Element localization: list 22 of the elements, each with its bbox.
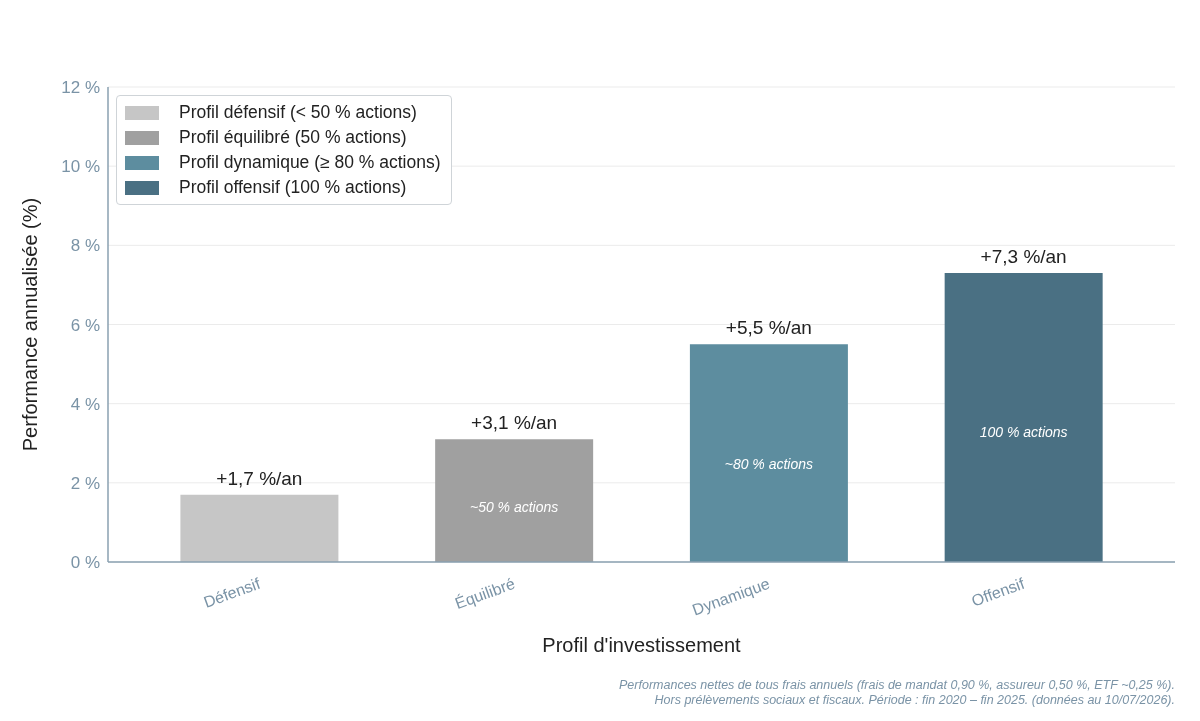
annotation: ~50 % actions <box>469 498 559 515</box>
annotation: ~80 % actions <box>724 456 814 473</box>
legend-label: Profil dynamique (≥ 80 % actions) <box>179 152 441 173</box>
data-label: +5,5 %/an <box>725 317 812 339</box>
text: Performances nettes de tous frais annuels (frais de mandat 0,90 %, assureur 0,50 %, ETF ~0,25 %). <box>619 678 1175 693</box>
y-tick-label: 6 % <box>70 315 100 335</box>
legend-label: Profil équilibré (50 % actions) <box>179 127 407 148</box>
x-axis-title: Profil d'investissement <box>542 634 742 656</box>
y-tick-label: 10 % <box>61 157 100 177</box>
legend-label: Profil offensif (100 % actions) <box>179 177 407 198</box>
y-tick-label: 4 % <box>70 394 100 414</box>
data-label: +7,3 %/an <box>980 246 1067 268</box>
y-tick-label: 12 % <box>61 78 100 98</box>
text: Hors prélèvements sociaux et fiscaux. Période : fin 2020 – fin 2025. (données au 10/07/2026). <box>653 693 1175 708</box>
data-label: +3,1 %/an <box>471 412 558 434</box>
y-tick-label: 8 % <box>70 236 100 256</box>
data-label: +1,7 %/an <box>216 467 303 489</box>
annotation: 100 % actions <box>979 423 1068 440</box>
y-axis-title: Performance annualisée (%) <box>19 197 41 452</box>
legend-label: Profil défensif (< 50 % actions) <box>179 102 417 123</box>
y-tick-label: 2 % <box>70 473 100 493</box>
y-tick-label: 0 % <box>70 553 100 573</box>
